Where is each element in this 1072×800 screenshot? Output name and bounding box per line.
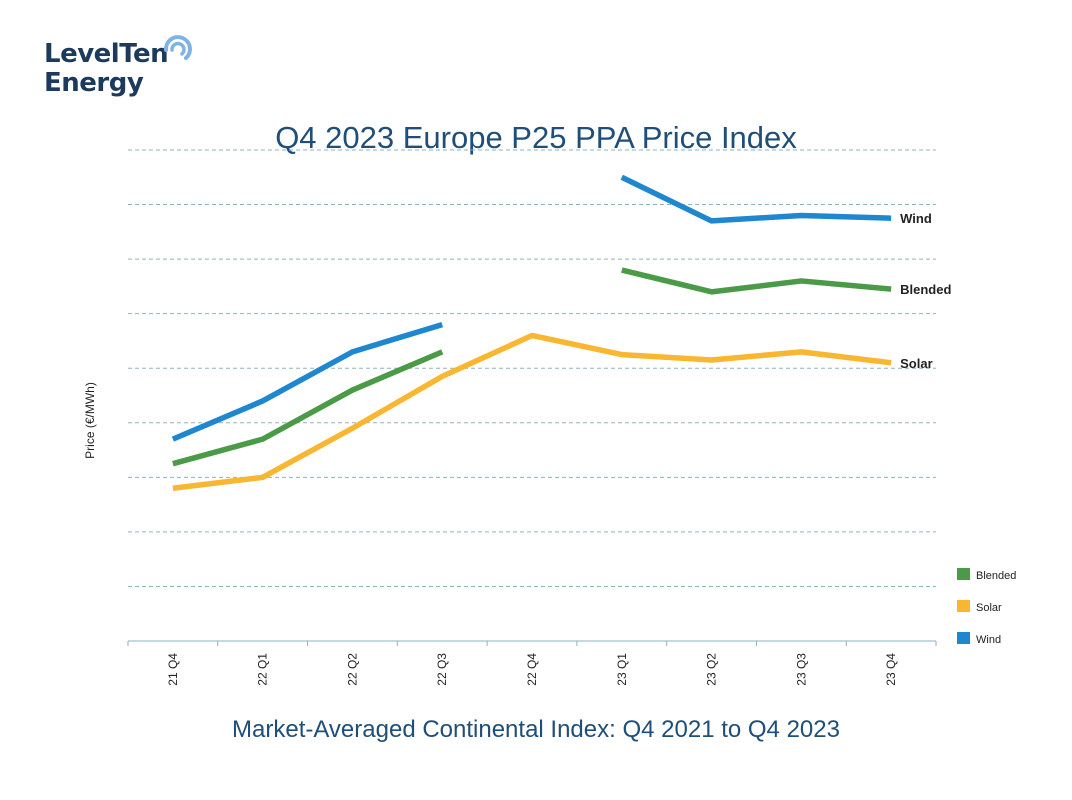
- x-tick-label: 23 Q4: [884, 653, 898, 686]
- chart-title: Q4 2023 Europe P25 PPA Price Index: [275, 120, 797, 155]
- series-end-label-wind: Wind: [900, 211, 932, 226]
- series-line-wind: [171, 321, 444, 442]
- legend-swatch-blended: [957, 568, 970, 580]
- legend-label-solar: Solar: [976, 602, 1002, 614]
- x-tick-label: 22 Q2: [345, 653, 359, 686]
- legend-label-blended: Blended: [976, 570, 1016, 582]
- x-tick-label: 22 Q3: [435, 653, 449, 686]
- x-tick-label: 22 Q4: [525, 653, 539, 686]
- x-tick-label: 23 Q1: [615, 653, 629, 686]
- x-tick-label: 23 Q2: [705, 653, 719, 686]
- x-tick-label: 21 Q4: [166, 653, 180, 686]
- logo-text-line2: Energy: [44, 68, 144, 98]
- legend-swatch-solar: [957, 600, 970, 612]
- series-line-solar: [172, 332, 892, 491]
- x-tick-label: 23 Q3: [794, 653, 808, 686]
- x-tick-label: 22 Q1: [256, 653, 270, 686]
- levelten-logo: LevelTen Energy: [44, 35, 214, 110]
- legend-swatch-wind: [957, 632, 970, 644]
- series-line-blended: [172, 349, 444, 467]
- series-end-label-solar: Solar: [900, 356, 933, 371]
- chart-subtitle: Market-Averaged Continental Index: Q4 20…: [232, 716, 840, 743]
- series-end-label-blended: Blended: [900, 282, 951, 297]
- logo-text-line1: LevelTen: [44, 39, 169, 69]
- legend-label-wind: Wind: [976, 634, 1001, 646]
- series-line-blended: [621, 267, 892, 295]
- series-line-wind: [620, 174, 892, 224]
- logo-swirl-icon: [163, 35, 192, 60]
- y-axis-label: Price (€/MWh): [83, 382, 97, 459]
